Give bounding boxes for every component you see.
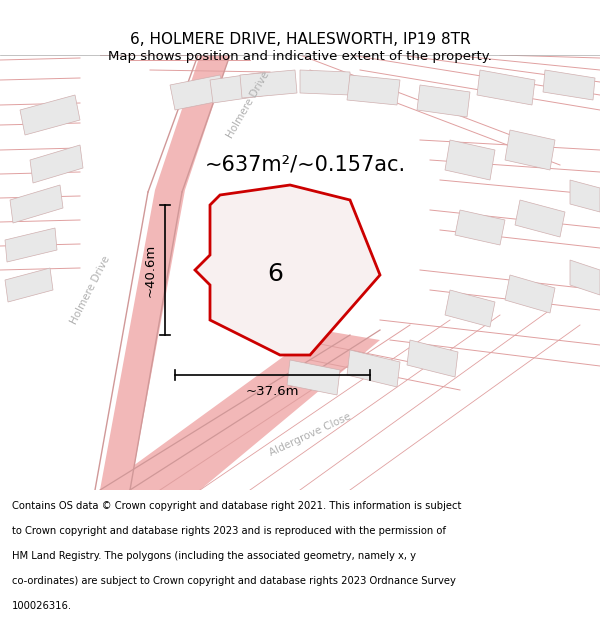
Polygon shape — [455, 210, 505, 245]
Polygon shape — [570, 180, 600, 212]
Polygon shape — [10, 185, 63, 223]
Polygon shape — [5, 228, 57, 262]
Polygon shape — [287, 360, 340, 395]
Text: Holmere Drive: Holmere Drive — [225, 70, 271, 140]
Polygon shape — [210, 72, 268, 103]
Text: Holmere Drive: Holmere Drive — [68, 254, 112, 326]
Polygon shape — [5, 268, 53, 302]
Polygon shape — [300, 70, 350, 95]
Polygon shape — [477, 70, 535, 105]
Polygon shape — [543, 70, 595, 100]
Text: ~40.6m: ~40.6m — [144, 243, 157, 297]
Text: 100026316.: 100026316. — [12, 601, 72, 611]
Polygon shape — [195, 185, 380, 355]
Polygon shape — [505, 275, 555, 313]
Text: Contains OS data © Crown copyright and database right 2021. This information is : Contains OS data © Crown copyright and d… — [12, 501, 461, 511]
Text: Aldergrove Close: Aldergrove Close — [268, 412, 352, 458]
Text: ~637m²/~0.157ac.: ~637m²/~0.157ac. — [205, 155, 406, 175]
Text: to Crown copyright and database rights 2023 and is reproduced with the permissio: to Crown copyright and database rights 2… — [12, 526, 446, 536]
Polygon shape — [417, 85, 470, 117]
Polygon shape — [445, 290, 495, 327]
Polygon shape — [570, 260, 600, 295]
Polygon shape — [20, 95, 80, 135]
Text: 6, HOLMERE DRIVE, HALESWORTH, IP19 8TR: 6, HOLMERE DRIVE, HALESWORTH, IP19 8TR — [130, 32, 470, 48]
Polygon shape — [30, 145, 83, 183]
Polygon shape — [240, 70, 297, 98]
Text: Map shows position and indicative extent of the property.: Map shows position and indicative extent… — [108, 50, 492, 63]
Text: co-ordinates) are subject to Crown copyright and database rights 2023 Ordnance S: co-ordinates) are subject to Crown copyr… — [12, 576, 456, 586]
Polygon shape — [155, 55, 230, 190]
Polygon shape — [100, 190, 185, 490]
Polygon shape — [347, 75, 400, 105]
Polygon shape — [515, 200, 565, 237]
Polygon shape — [445, 140, 495, 180]
Text: HM Land Registry. The polygons (including the associated geometry, namely x, y: HM Land Registry. The polygons (includin… — [12, 551, 416, 561]
Text: 6: 6 — [268, 262, 283, 286]
Polygon shape — [505, 130, 555, 170]
Text: ~37.6m: ~37.6m — [246, 385, 299, 398]
Polygon shape — [170, 75, 225, 110]
Polygon shape — [407, 340, 458, 377]
Polygon shape — [347, 350, 400, 387]
Polygon shape — [100, 330, 380, 490]
